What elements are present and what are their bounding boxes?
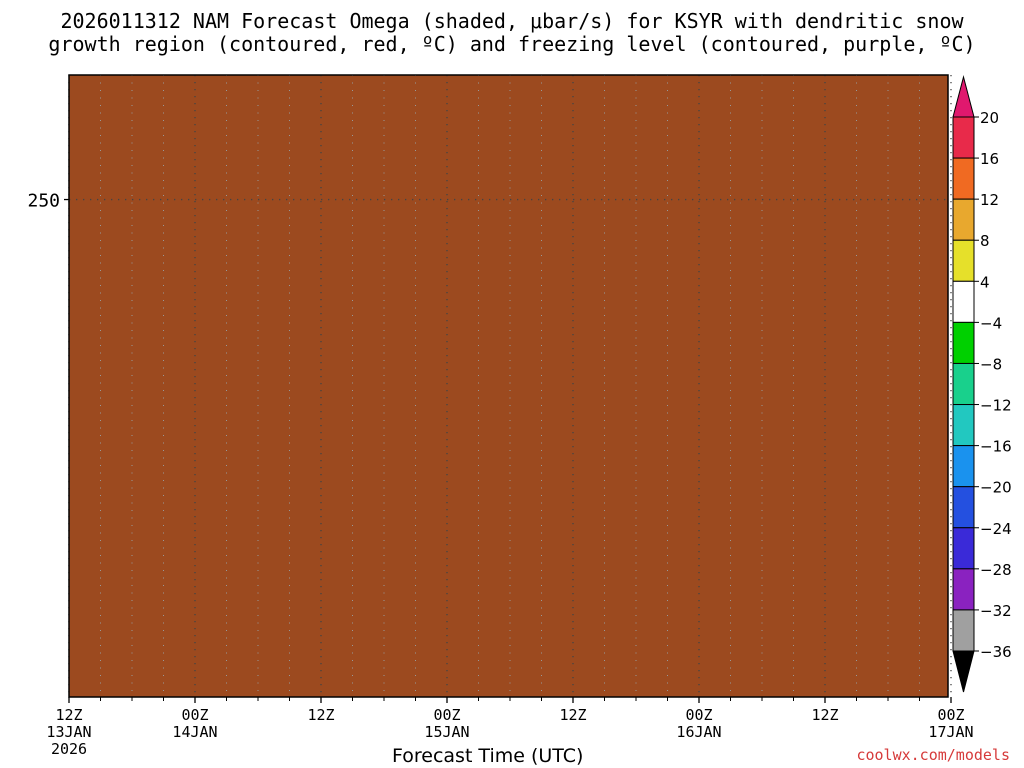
omega-shading (76, 0, 1024, 73)
x-tick-label: 00Z (685, 706, 712, 724)
x-tick-label: 12Z (55, 706, 82, 724)
colorbar-top-arrow (952, 75, 975, 118)
chart-title-line-1: 2026011312 NAM Forecast Omega (shaded, μ… (60, 9, 964, 33)
x-tick-label: 17JAN (928, 723, 973, 741)
grid (68, 75, 952, 697)
x-tick-label: 00Z (181, 706, 208, 724)
x-tick-label: 00Z (433, 706, 460, 724)
colorbar-label: −4 (980, 314, 1002, 332)
colorbar-bottom-arrow (952, 650, 975, 693)
chart-title-line-2: growth region (contoured, red, ºC) and f… (48, 32, 976, 56)
colorbar-bin-5 (952, 321, 975, 364)
x-axis-title: Forecast Time (UTC) (392, 745, 584, 767)
x-tick-label: 13JAN (46, 723, 91, 741)
colorbar-label: 12 (980, 191, 999, 209)
x-tick-label: 2026 (51, 740, 87, 758)
omega-region-0 (161, 0, 172, 31)
ground-surface (69, 75, 948, 697)
colorbar-bin-0 (952, 116, 975, 159)
colorbar-label: −20 (980, 479, 1012, 497)
colorbar-bin-8 (952, 445, 975, 488)
colorbar-label: −28 (980, 561, 1012, 579)
colorbar-bin-3 (952, 239, 975, 282)
colorbar-label: −16 (980, 438, 1012, 456)
colorbar-label: −12 (980, 397, 1012, 415)
colorbar-bin-12 (952, 609, 975, 652)
colorbar-bin-1 (952, 157, 975, 200)
colorbar-label: −8 (980, 355, 1002, 373)
colorbar-label: 8 (980, 232, 990, 250)
plot-frame (68, 74, 949, 698)
colorbar-bin-2 (952, 198, 975, 241)
colorbar-bin-7 (952, 404, 975, 447)
colorbar-label: 4 (980, 273, 990, 291)
x-tick-label: 12Z (307, 706, 334, 724)
colorbar-label: −24 (980, 520, 1012, 538)
colorbar-bin-11 (952, 568, 975, 611)
colorbar-label: −36 (980, 643, 1012, 661)
x-tick-label: 16JAN (676, 723, 721, 741)
colorbar-bin-4 (952, 280, 975, 323)
colorbar-bin-10 (952, 527, 975, 570)
x-tick-label: 12Z (811, 706, 838, 724)
colorbar: 20 16 12 8 4 −4 −8 −12 −16 −20 −24 −28 −32 −36 (952, 75, 1012, 693)
colorbar-label: −32 (980, 602, 1012, 620)
x-tick-label: 12Z (559, 706, 586, 724)
y-tick-label: 250 (27, 191, 60, 212)
colorbar-bin-9 (952, 486, 975, 529)
x-tick-label: 15JAN (424, 723, 469, 741)
colorbar-label: 16 (980, 150, 999, 168)
ground (69, 75, 948, 697)
x-tick-label: 00Z (937, 706, 964, 724)
colorbar-bin-6 (952, 362, 975, 406)
axes: 2503003504004505005506006507007508008509… (27, 74, 974, 758)
colorbar-label: 20 (980, 109, 999, 127)
credit-text: coolwx.com/models (856, 746, 1010, 764)
omega-region-1 (177, 0, 210, 73)
x-tick-label: 14JAN (172, 723, 217, 741)
